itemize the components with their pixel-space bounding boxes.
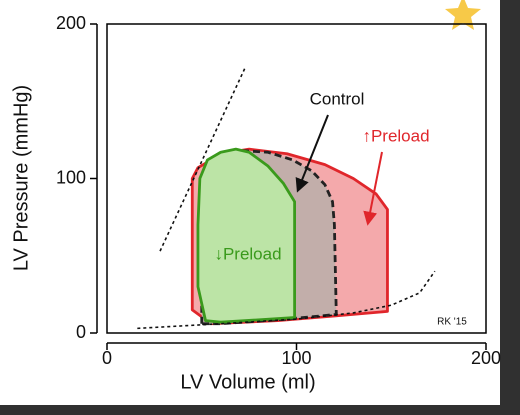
label-arrow (295, 114, 329, 193)
plot-frame (106, 23, 487, 334)
y-tick-label: 200 (56, 13, 86, 33)
loop-label: Control (310, 89, 365, 108)
loop-label: ↓Preload (214, 244, 281, 263)
pv-loop (196, 147, 297, 324)
x-tick-label: 100 (281, 348, 311, 368)
x-tick-label: 200 (471, 348, 501, 368)
relation-line (137, 270, 436, 330)
y-tick-label: 0 (76, 322, 86, 342)
y-tick-label: 100 (56, 167, 86, 187)
annotation: RK '15 (437, 317, 467, 328)
relation-line (159, 66, 247, 252)
x-axis-title: LV Volume (ml) (180, 371, 315, 393)
y-axis-title: LV Pressure (mmHg) (10, 85, 32, 271)
loop-label: ↑Preload (362, 126, 429, 145)
x-tick-label: 0 (102, 348, 112, 368)
label-arrow (363, 151, 383, 226)
star-icon (445, 0, 481, 30)
